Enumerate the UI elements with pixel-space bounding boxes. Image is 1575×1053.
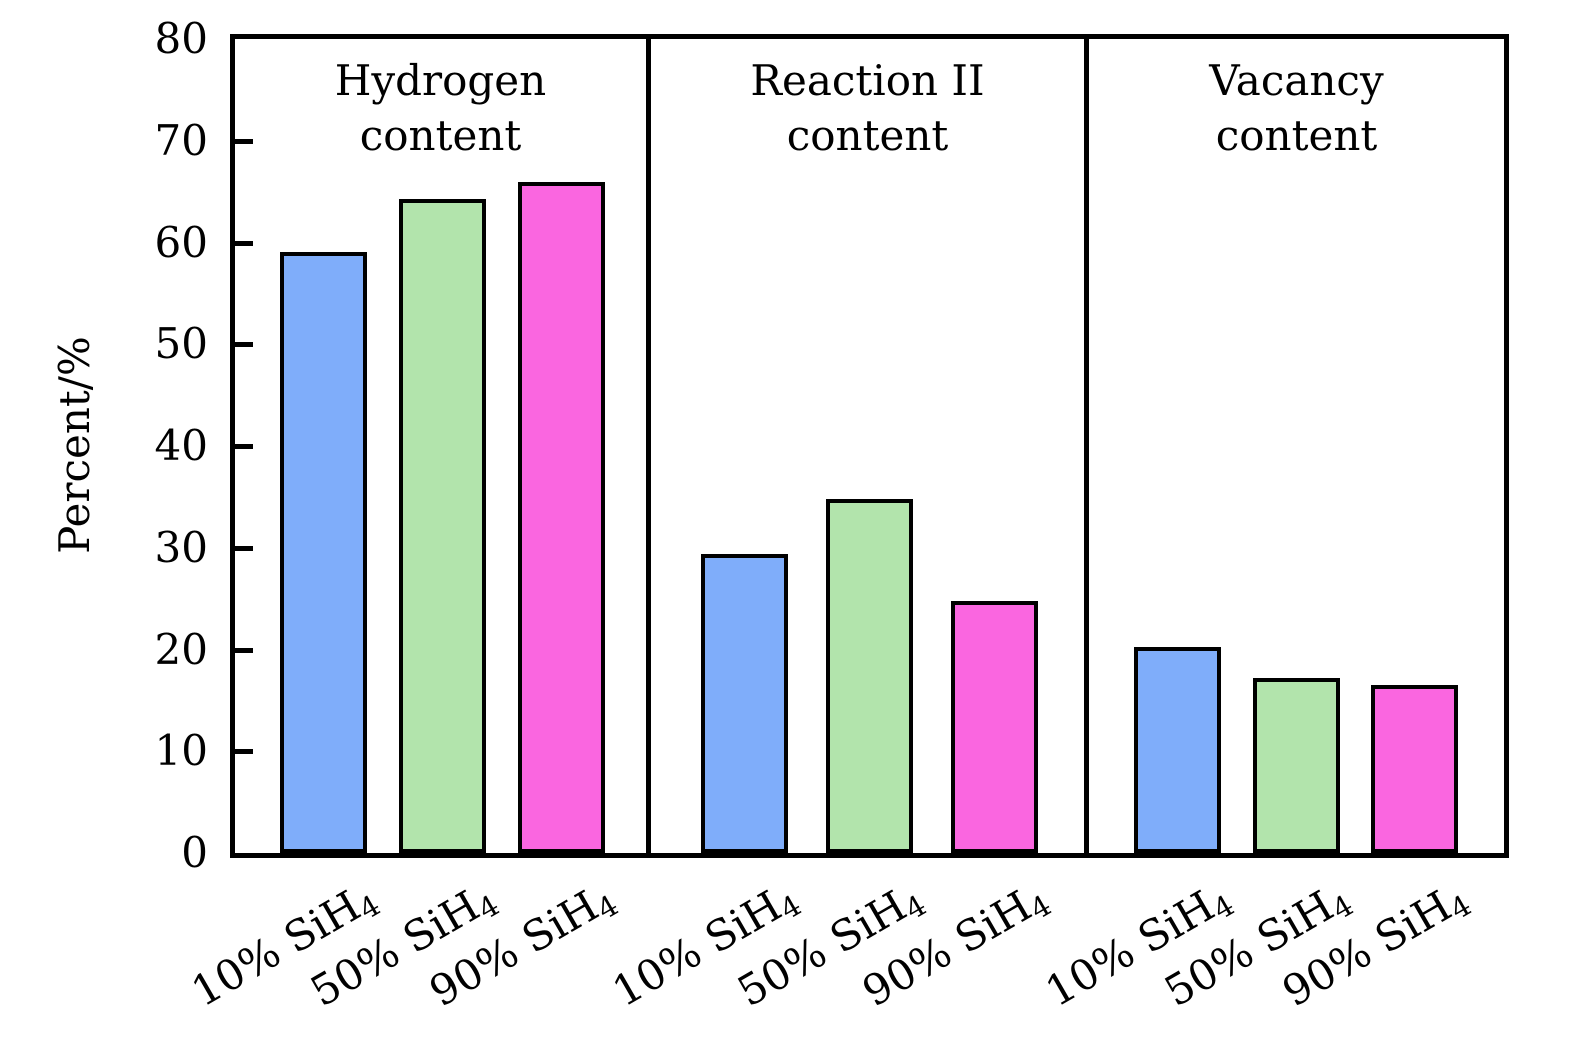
y-tick-label: 50 [154,319,208,369]
bar-50-sih4 [826,499,913,853]
panel-title-line2: content [786,111,949,160]
y-tick-label: 70 [154,115,208,165]
panel-title: Hydrogen content [235,53,646,163]
panel-title-line1: Vacancy [1209,56,1384,105]
plot-area: Hydrogen content Reaction II content Vacancy… [230,34,1509,858]
bar-90-sih4 [518,182,605,853]
bar-10-sih4 [280,252,367,853]
y-tick-mark [235,444,253,449]
bar-90-sih4 [1371,685,1458,853]
panel-title: Vacancy content [1089,53,1504,163]
panel-title: Reaction II content [651,53,1084,163]
panel-hydrogen: Hydrogen content [235,39,651,853]
panel-vacancy: Vacancy content [1089,39,1504,853]
y-tick-label: 60 [154,217,208,267]
y-tick-label: 20 [154,624,208,674]
y-tick-mark [235,545,253,551]
panel-title-line1: Hydrogen [334,56,547,105]
y-tick-mark [235,647,253,653]
bar-90-sih4 [951,601,1038,853]
panel-title-line2: content [359,111,522,160]
bar-10-sih4 [701,554,788,853]
bar-10-sih4 [1134,647,1221,853]
y-tick-label: 30 [154,522,208,572]
y-tick-mark [235,342,253,348]
panel-title-line1: Reaction II [750,56,985,105]
y-tick-mark [235,749,253,755]
bar-50-sih4 [1253,678,1340,853]
bar-50-sih4 [399,199,486,853]
y-tick-label: 40 [154,421,208,470]
y-tick-label: 0 [181,828,208,877]
y-tick-mark [235,138,253,144]
y-tick-mark [235,240,253,246]
y-tick-label: 10 [154,726,208,776]
y-tick-label: 80 [154,14,208,63]
panel-title-line2: content [1215,111,1378,160]
panel-reaction-ii: Reaction II content [651,39,1089,853]
